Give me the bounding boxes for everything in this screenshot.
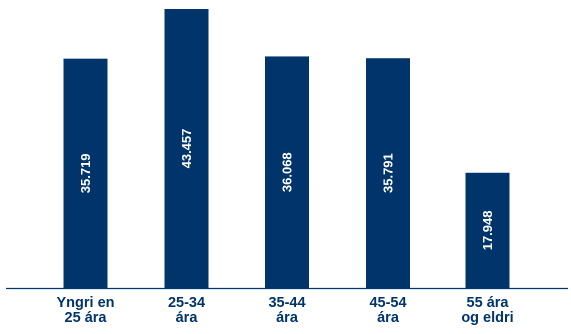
category-label-0: Yngri en 25 ára	[56, 295, 114, 326]
category-label-line-2-1: ára	[276, 310, 299, 326]
category-label-line-0-1: 25 ára	[65, 310, 108, 326]
bar-0	[63, 58, 108, 288]
category-label-4: 55 ára og eldri	[461, 295, 513, 326]
category-label-line-0-0: Yngri en	[56, 295, 114, 311]
category-label-line-3-0: 45-54	[369, 295, 406, 311]
category-label-3: 45-54 ára	[369, 295, 406, 326]
bar-2	[265, 56, 309, 288]
category-label-line-2-0: 35-44	[268, 295, 305, 311]
category-label-line-1-1: ára	[176, 310, 199, 326]
category-label-line-4-0: 55 ára	[467, 295, 510, 311]
category-label-2: 35-44 ára	[268, 295, 305, 326]
bar-3	[366, 58, 410, 288]
bar-value-label-1: 43.457	[179, 129, 194, 169]
category-label-1: 25-34 ára	[168, 295, 205, 326]
bars-layer: 35.719 43.457 36.068 35.791 17.948	[63, 9, 510, 288]
bar-value-label-3: 35.791	[381, 153, 396, 193]
bar-value-label-4: 17.948	[480, 211, 495, 251]
category-label-line-1-0: 25-34	[168, 295, 205, 311]
bar-4	[465, 172, 510, 288]
category-label-line-3-1: ára	[377, 310, 400, 326]
bar-1	[164, 9, 209, 288]
bar-value-label-0: 35.719	[78, 153, 93, 193]
bar-value-label-2: 36.068	[280, 152, 295, 192]
category-label-line-4-1: og eldri	[461, 310, 513, 326]
